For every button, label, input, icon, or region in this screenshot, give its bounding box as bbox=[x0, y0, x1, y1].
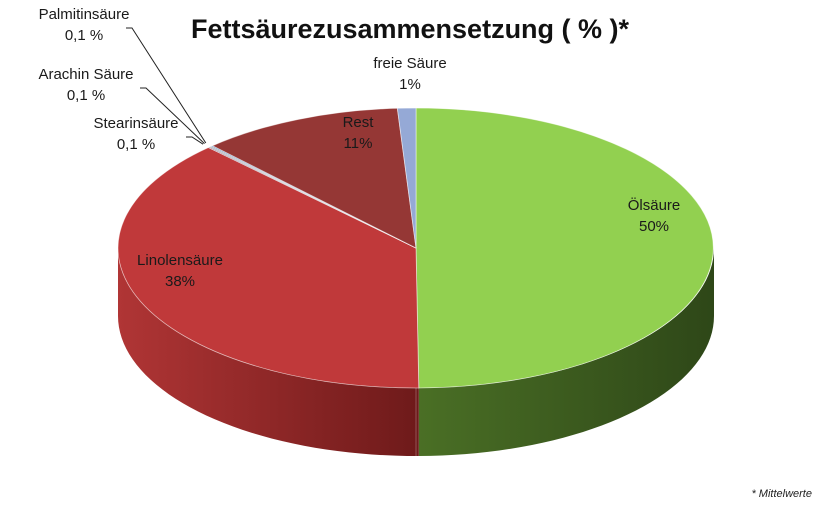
label-value-stearinsäure: 0,1 % bbox=[117, 136, 155, 153]
label-name-palmitinsäure: Palmitinsäure bbox=[39, 6, 130, 23]
label-name-rest: Rest bbox=[343, 114, 375, 131]
leader-line-arachin-säure bbox=[140, 87, 205, 144]
leader-line-palmitinsäure bbox=[126, 27, 207, 144]
leader-line-stearinsäure bbox=[186, 136, 204, 145]
label-value-palmitinsäure: 0,1 % bbox=[65, 27, 103, 44]
label-value-rest: 11% bbox=[344, 135, 373, 152]
label-name-freie-säure: freie Säure bbox=[373, 55, 446, 72]
slice-linolensäure bbox=[117, 147, 420, 389]
label-value-linolensäure: 38% bbox=[165, 273, 195, 290]
label-name-linolensäure: Linolensäure bbox=[137, 252, 223, 269]
label-name-arachin-säure: Arachin Säure bbox=[38, 66, 133, 83]
label-value-ölsäure: 50% bbox=[639, 218, 669, 235]
slice-rest bbox=[211, 107, 417, 249]
slice-side-ölsäure bbox=[418, 248, 714, 456]
slice-side-linolensäure bbox=[118, 248, 419, 456]
label-name-stearinsäure: Stearinsäure bbox=[93, 115, 178, 132]
label-value-arachin-säure: 0,1 % bbox=[67, 87, 105, 104]
slice-freie-säure bbox=[396, 107, 417, 249]
label-value-freie-säure: 1% bbox=[399, 76, 421, 93]
label-name-ölsäure: Ölsäure bbox=[628, 196, 681, 214]
slice-ölsäure bbox=[415, 107, 714, 389]
chart-title: Fettsäurezusammensetzung ( % )* bbox=[190, 14, 630, 44]
footnote: * Mittelwerte bbox=[751, 488, 812, 500]
